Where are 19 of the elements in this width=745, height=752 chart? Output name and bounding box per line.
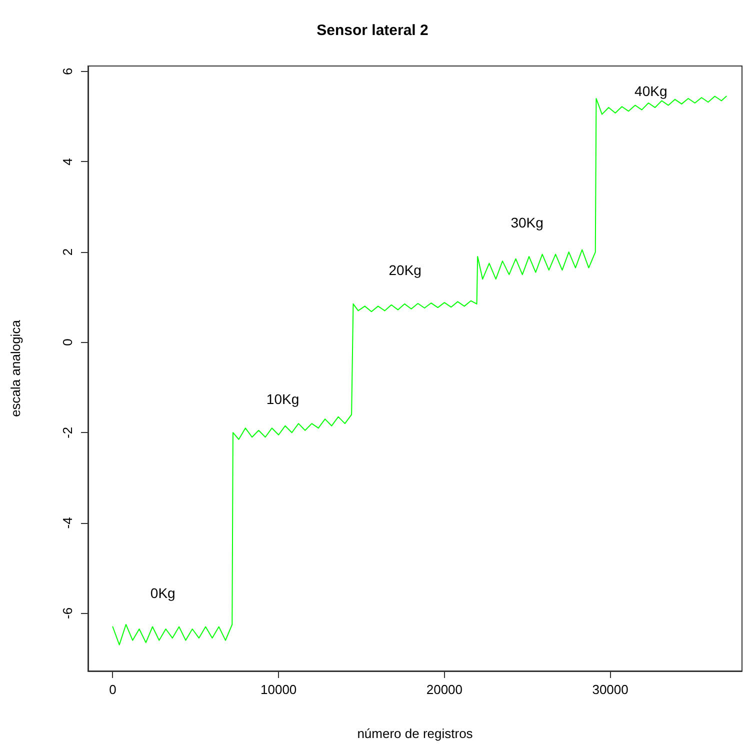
y-axis-title: escala analogica: [8, 319, 23, 417]
y-tick-label: 0: [60, 338, 75, 346]
y-tick-label: 4: [60, 158, 75, 166]
y-tick-label: 6: [60, 68, 75, 76]
annotation: 40Kg: [634, 82, 668, 99]
annotation: 20Kg: [388, 262, 422, 278]
x-axis-title: número de registros: [357, 726, 474, 741]
x-tick-label: 30000: [592, 682, 628, 697]
y-tick-label: -2: [60, 426, 75, 438]
annotation: 10Kg: [266, 390, 300, 407]
y-tick-label: 2: [60, 248, 75, 256]
x-tick-label: 10000: [260, 682, 297, 697]
chart-title: Sensor lateral 2: [316, 22, 428, 39]
x-tick-label: 0: [109, 682, 116, 697]
annotation: 0Kg: [150, 584, 176, 601]
annotation: 30Kg: [510, 214, 544, 231]
y-tick-label: -6: [60, 607, 75, 619]
y-tick-label: -4: [60, 517, 75, 529]
x-tick-label: 20000: [426, 682, 463, 697]
